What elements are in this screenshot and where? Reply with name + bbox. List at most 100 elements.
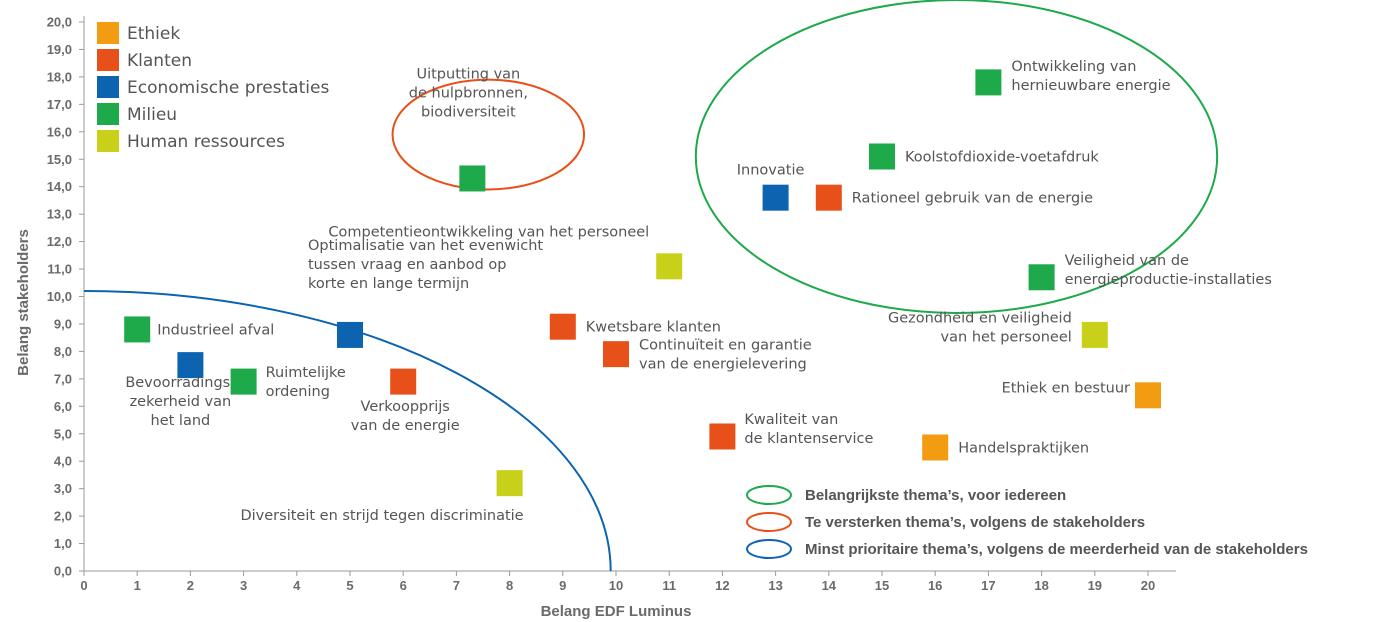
legend-label-ethiek: Ethiek: [127, 24, 180, 44]
x-tick-label: 0: [80, 578, 87, 593]
point-hr: [1081, 321, 1108, 348]
y-tick-label: 4,0: [54, 454, 72, 469]
point-label-line: Verkoopprijs: [361, 399, 450, 415]
point-label-line: ordening: [266, 384, 330, 400]
point-label-line: Koolstofdioxide-voetafdruk: [905, 150, 1099, 166]
point-ethiek: [1135, 382, 1161, 409]
point-milieu: [975, 69, 1002, 96]
x-tick-label: 4: [293, 578, 301, 593]
point-klanten: [603, 341, 629, 368]
point-label: Diversiteit en strijd tegen discriminati…: [240, 508, 523, 524]
x-tick-label: 15: [875, 578, 889, 593]
point-label-line: Industrieel afval: [157, 322, 274, 338]
point-label-line: Veiligheid van de: [1065, 253, 1189, 269]
legend-swatch-eco: [97, 76, 119, 98]
point-label-line: zekerheid van: [130, 394, 232, 410]
point-klanten: [390, 368, 417, 395]
legend-label-klanten: Klanten: [127, 51, 192, 71]
y-tick-label: 0,0: [54, 564, 72, 579]
y-tick-label: 16,0: [47, 124, 72, 139]
x-tick-label: 19: [1088, 578, 1102, 593]
y-tick-label: 18,0: [47, 69, 72, 84]
ellipse-orange: [391, 78, 586, 191]
point-label-line: hernieuwbare energie: [1011, 78, 1170, 94]
legend-swatch-ethiek: [97, 22, 119, 44]
y-axis-title: Belang stakeholders: [15, 229, 32, 376]
point-label: Handelspraktijken: [958, 440, 1089, 456]
y-tick-label: 14,0: [47, 179, 72, 194]
group-legend-symbol-blue: [746, 539, 792, 559]
point-label: Innovatie: [737, 163, 805, 179]
y-tick-label: 8,0: [54, 344, 72, 359]
point-label-line: tussen vraag en aanbod op: [308, 257, 506, 273]
y-tick-label: 10,0: [47, 289, 72, 304]
point-hr: [656, 253, 683, 280]
point-eco: [762, 184, 789, 211]
point-milieu: [459, 165, 486, 192]
y-tick-label: 12,0: [47, 234, 72, 249]
point-label: Kwetsbare klanten: [586, 320, 721, 336]
point-label-line: Competentieontwikkeling van het personee…: [328, 224, 649, 240]
point-label-line: Continuïteit en garantie: [639, 338, 812, 354]
point-label-line: Rationeel gebruik van de energie: [852, 191, 1093, 207]
point-label: Verkoopprijs van de energie: [351, 399, 460, 434]
x-tick-label: 12: [715, 578, 729, 593]
y-tick-label: 7,0: [54, 371, 72, 386]
curve-blue: [83, 290, 612, 572]
legend-swatch-milieu: [97, 103, 119, 125]
y-tick-label: 2,0: [54, 509, 72, 524]
point-label: Bevoorradings-zekerheid van het land: [125, 375, 235, 429]
y-tick-label: 20,0: [47, 15, 72, 30]
point-label: Industrieel afval: [157, 322, 274, 338]
legend-label-eco: Economische prestaties: [127, 78, 329, 98]
y-tick-label: 6,0: [54, 399, 72, 414]
x-tick-label: 13: [768, 578, 782, 593]
point-label: Rationeel gebruik van de energie: [852, 191, 1093, 207]
group-legend-symbol-green: [746, 485, 792, 505]
point-label-line: van de energielevering: [639, 357, 807, 373]
point-milieu: [124, 316, 151, 343]
x-tick-label: 5: [346, 578, 353, 593]
point-klanten: [549, 313, 576, 340]
y-tick-label: 11,0: [47, 262, 72, 277]
y-tick-label: 5,0: [54, 426, 72, 441]
y-tick-label: 3,0: [54, 481, 72, 496]
legend-swatch-hr: [97, 130, 119, 152]
point-eco: [177, 352, 204, 379]
x-tick-label: 10: [609, 578, 623, 593]
point-label-line: Kwetsbare klanten: [586, 320, 721, 336]
point-label-line: energieproductie-installaties: [1065, 272, 1272, 288]
point-label: Continuïteit en garantie van de energiele…: [639, 338, 812, 373]
point-label-line: Ethiek en bestuur: [1002, 380, 1130, 396]
point-label-line: Optimalisatie van het evenwicht: [308, 238, 543, 254]
point-label-line: de hulpbronnen,: [409, 85, 528, 101]
point-label-line: van het personeel: [941, 329, 1072, 345]
y-tick-label: 13,0: [47, 207, 72, 222]
x-tick-label: 18: [1034, 578, 1048, 593]
point-label: Kwaliteit van de klantenservice: [744, 412, 873, 447]
point-label: Uitputting van de hulpbronnen, biodiversit…: [409, 66, 528, 120]
x-axis-title: Belang EDF Luminus: [541, 603, 692, 620]
x-tick-label: 20: [1141, 578, 1155, 593]
point-milieu: [869, 143, 895, 170]
point-label-line: van de energie: [351, 418, 460, 434]
x-tick-label: 17: [981, 578, 995, 593]
point-klanten: [815, 184, 842, 211]
group-legend-symbol-orange: [746, 512, 792, 532]
point-label-line: het land: [151, 413, 211, 429]
point-eco: [337, 321, 363, 348]
group-legend-label-orange: Te versterken thema’s, volgens de stakeh…: [805, 514, 1145, 531]
y-tick-label: 19,0: [47, 42, 72, 57]
point-label-line: Uitputting van: [416, 66, 520, 82]
point-label: Gezondheid en veiligheid van het personee…: [888, 310, 1072, 345]
point-ethiek: [922, 434, 949, 461]
point-label-line: Gezondheid en veiligheid: [888, 310, 1072, 326]
point-label: Ontwikkeling van hernieuwbare energie: [1011, 59, 1170, 94]
point-label: Ethiek en bestuur: [1002, 380, 1130, 396]
x-tick-label: 8: [506, 578, 513, 593]
point-label-line: biodiversiteit: [421, 104, 516, 120]
legend-label-hr: Human ressources: [127, 132, 285, 152]
point-label-line: Ontwikkeling van: [1011, 59, 1136, 75]
x-tick-label: 1: [134, 578, 141, 593]
